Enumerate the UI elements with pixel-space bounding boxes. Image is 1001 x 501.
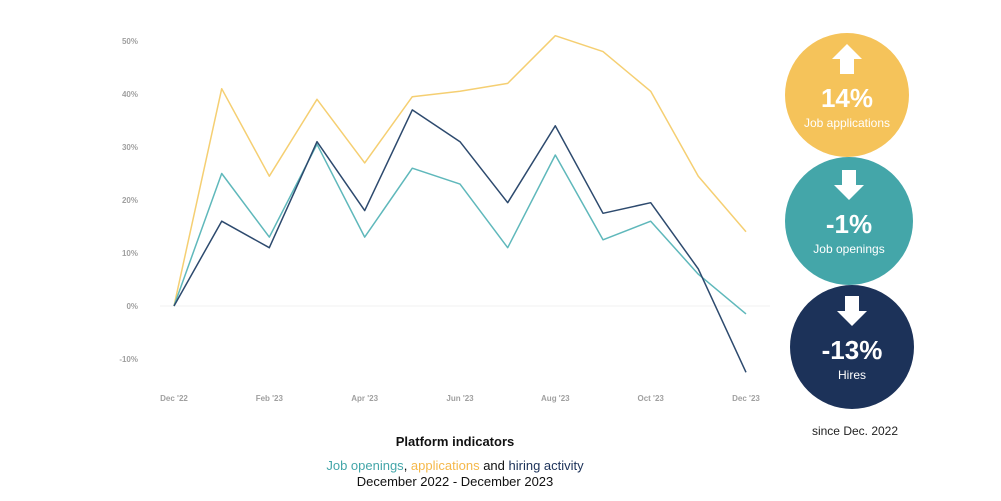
x-tick-label: Aug '23	[541, 394, 570, 403]
subtitle-sep-2: and	[479, 458, 509, 473]
x-tick-label: Feb '23	[256, 394, 284, 403]
x-tick-label: Dec '23	[732, 394, 760, 403]
badge-label: Job applications	[804, 116, 890, 130]
arrow-down-icon	[837, 296, 867, 326]
y-tick-label: 40%	[122, 90, 138, 99]
subtitle-applications: applications	[410, 458, 480, 473]
badge-2: -13% Hires	[790, 285, 914, 409]
badge-circle	[785, 157, 913, 285]
arrow-down-icon	[834, 170, 864, 200]
badge-0: 14% Job applications	[785, 33, 909, 157]
y-tick-label: 0%	[126, 302, 138, 311]
chart-subtitle: Job openings, applications and hiring ac…	[270, 458, 640, 490]
series-line-applications	[173, 34, 747, 307]
subtitle-openings: Job openings	[326, 458, 404, 473]
badge-value: -1%	[826, 209, 872, 239]
arrow-up-icon	[832, 44, 862, 74]
badge-value: 14%	[821, 83, 873, 113]
y-tick-label: 10%	[122, 249, 138, 258]
x-tick-label: Jun '23	[446, 394, 474, 403]
badge-1: -1% Job openings	[785, 157, 913, 285]
x-tick-label: Dec '22	[160, 394, 188, 403]
chart-title: Platform indicators	[395, 434, 515, 449]
badge-circle	[790, 285, 914, 409]
subtitle-date-range: December 2022 - December 2023	[356, 474, 554, 489]
badge-value: -13%	[822, 335, 883, 365]
y-tick-label: 30%	[122, 143, 138, 152]
subtitle-sep-1: ,	[403, 458, 411, 473]
badge-circle	[785, 33, 909, 157]
y-tick-label: 20%	[122, 196, 138, 205]
y-tick-label: 50%	[122, 37, 138, 46]
x-tick-label: Oct '23	[637, 394, 664, 403]
subtitle-hiring: hiring activity	[508, 458, 584, 473]
series-line-openings	[173, 143, 747, 315]
x-tick-label: Apr '23	[351, 394, 378, 403]
badge-label: Hires	[838, 368, 866, 382]
badge-label: Job openings	[813, 242, 884, 256]
series-line-hires	[173, 109, 747, 373]
y-tick-label: -10%	[119, 355, 138, 364]
since-note: since Dec. 2022	[811, 424, 899, 438]
